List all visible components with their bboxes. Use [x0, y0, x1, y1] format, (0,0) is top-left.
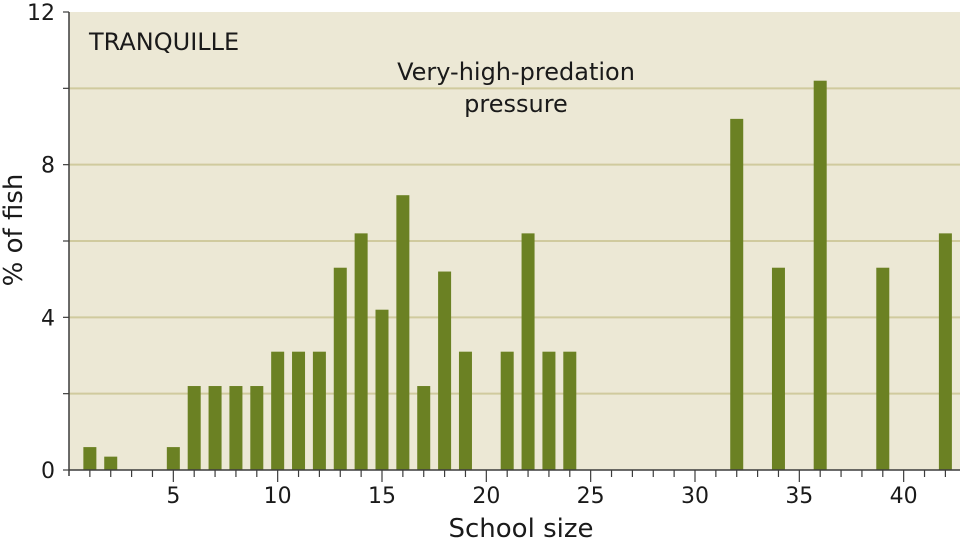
x-tick-label: 30: [681, 484, 709, 509]
x-tick-label: 40: [890, 484, 918, 509]
bar: [521, 233, 535, 470]
bar: [354, 233, 368, 470]
bar: [876, 267, 890, 470]
x-tick-label: 15: [368, 484, 396, 509]
bar: [438, 271, 452, 470]
x-tick-label: 10: [264, 484, 292, 509]
bar: [187, 386, 201, 470]
bar: [542, 351, 556, 470]
bar: [292, 351, 306, 470]
bar: [730, 118, 744, 470]
tick-labels: 5 10 15 20 25 30 35 40 0 4 8 12: [27, 1, 918, 509]
bar: [813, 80, 827, 470]
bar: [83, 447, 97, 470]
x-axis-label: School size: [449, 514, 594, 540]
y-tick-label: 12: [27, 1, 55, 26]
annotation-line: pressure: [464, 90, 568, 118]
bar: [208, 386, 222, 470]
x-tick-label: 5: [166, 484, 180, 509]
bar: [458, 351, 472, 470]
x-tick-label: 20: [472, 484, 500, 509]
annotation-text: Very-high-predation pressure: [397, 58, 635, 118]
bar: [563, 351, 577, 470]
y-tick-label: 0: [41, 459, 55, 484]
panel-label: TRANQUILLE: [88, 28, 239, 56]
y-tick-label: 4: [41, 306, 55, 331]
y-axis-label: % of fish: [0, 174, 29, 287]
bar: [166, 447, 180, 470]
x-tick-label: 35: [785, 484, 813, 509]
bar: [417, 386, 431, 470]
bar: [375, 309, 389, 470]
axes: [63, 11, 960, 482]
annotation-line: Very-high-predation: [397, 58, 635, 86]
bar: [771, 267, 785, 470]
bar: [229, 386, 243, 470]
bar: [271, 351, 285, 470]
bars: [83, 80, 952, 470]
x-tick-label: 25: [577, 484, 605, 509]
bar: [250, 386, 264, 470]
bar: [104, 456, 118, 470]
bar: [312, 351, 326, 470]
bar: [333, 267, 347, 470]
bar: [396, 195, 410, 470]
bar: [500, 351, 514, 470]
bar: [938, 233, 952, 470]
y-tick-label: 8: [41, 154, 55, 179]
